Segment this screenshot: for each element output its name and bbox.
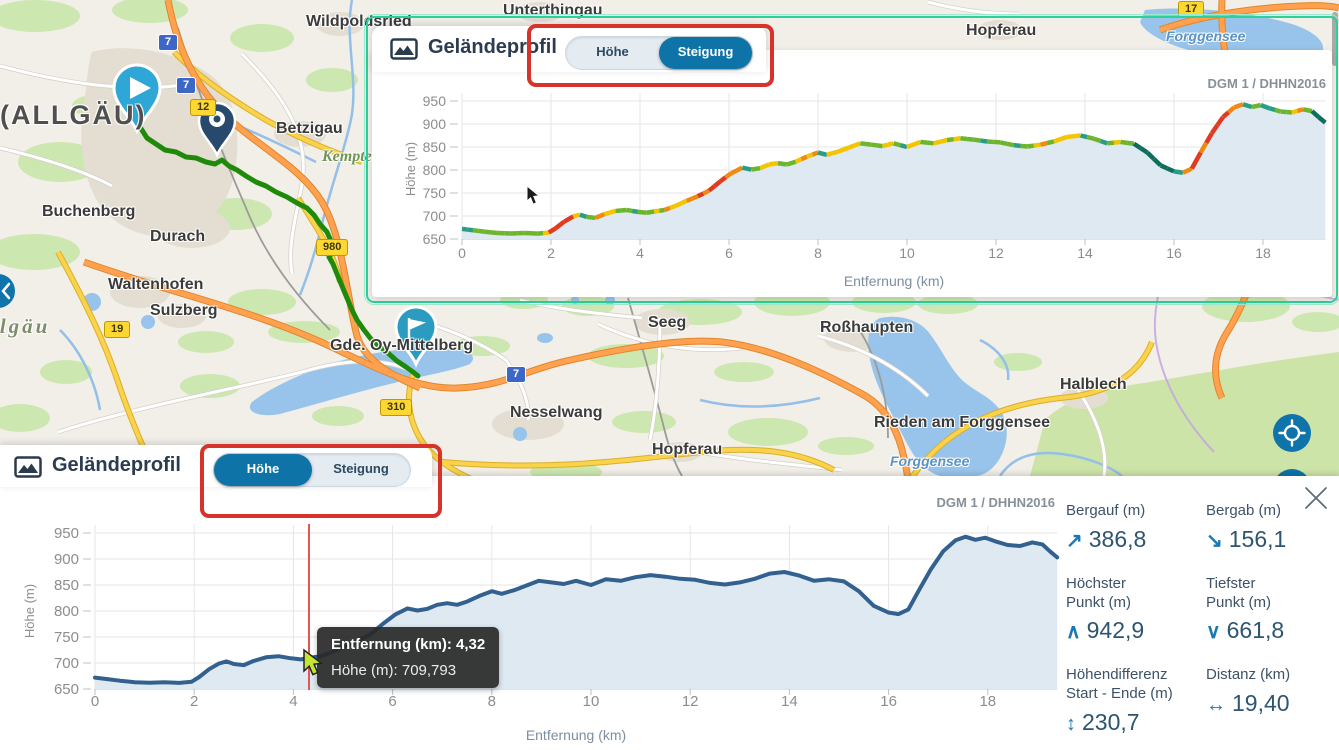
route-stats: Bergauf (m) ↗ 386,8 Bergab (m) ↘ 156,1 Höc…	[1066, 502, 1334, 736]
svg-text:16: 16	[880, 693, 897, 710]
svg-text:2: 2	[547, 245, 555, 261]
locate-button[interactable]	[1273, 414, 1311, 452]
chevron-down-icon: ∨	[1206, 621, 1221, 644]
close-panel-button[interactable]	[1302, 484, 1330, 512]
svg-text:DGM 1 / DHHN2016: DGM 1 / DHHN2016	[937, 495, 1055, 510]
chart-tooltip: Entfernung (km): 4,32 Höhe (m): 709,793	[317, 627, 500, 688]
locate-crosshair-icon	[1278, 419, 1306, 447]
tooltip-distance: Entfernung (km): 4,32	[331, 636, 486, 653]
svg-text:8: 8	[488, 693, 496, 710]
arrow-left-right-icon: ↔	[1206, 694, 1226, 716]
arrow-up-right-icon: ↗	[1066, 529, 1083, 552]
svg-text:Entfernung (km): Entfernung (km)	[844, 273, 944, 289]
profile-mode-toggle-bottom: Höhe Steigung	[213, 453, 411, 487]
start-marker[interactable]	[112, 63, 162, 135]
svg-text:900: 900	[54, 551, 79, 568]
stat-bergab: Bergab (m) ↘ 156,1	[1206, 502, 1287, 552]
finish-marker[interactable]	[394, 305, 438, 368]
stat-tiefster-punkt: Tiefster Punkt (m) ∨ 661,8	[1206, 574, 1285, 644]
svg-text:650: 650	[54, 681, 79, 698]
svg-text:Entfernung (km): Entfernung (km)	[526, 727, 626, 743]
stat-distanz: Distanz (km) ↔ 19,40	[1206, 666, 1291, 716]
svg-text:850: 850	[423, 139, 447, 155]
svg-text:650: 650	[423, 231, 447, 247]
svg-text:800: 800	[54, 603, 79, 620]
stat-bergauf: Bergauf (m) ↗ 386,8	[1066, 502, 1147, 552]
tooltip-height: Höhe (m): 709,793	[331, 662, 457, 679]
svg-text:18: 18	[1255, 245, 1271, 261]
toggle-hoehe-button[interactable]: Höhe	[596, 44, 629, 59]
chart-crosshair-line	[308, 524, 310, 690]
toggle-steigung-button[interactable]: Steigung	[659, 37, 752, 69]
svg-text:12: 12	[988, 245, 1004, 261]
route-line[interactable]	[137, 124, 421, 379]
play-icon	[130, 77, 151, 99]
svg-text:14: 14	[781, 693, 798, 710]
panel-title: Geländeprofil	[52, 454, 181, 476]
svg-text:16: 16	[1166, 245, 1182, 261]
elevation-chart-gradient[interactable]: 650 700 750 800 850 900 950 0 2 4 6 8 10 12 14 16 18 Entf…	[368, 50, 1332, 294]
terrain-image-icon	[14, 456, 42, 478]
chevron-left-icon	[1, 282, 11, 300]
svg-text:2: 2	[190, 693, 198, 710]
svg-text:18: 18	[979, 693, 996, 710]
terrain-image-icon	[390, 38, 418, 60]
svg-text:0: 0	[458, 245, 466, 261]
svg-text:700: 700	[423, 208, 447, 224]
chevron-up-icon: ∧	[1066, 621, 1081, 644]
svg-text:10: 10	[583, 693, 600, 710]
svg-text:14: 14	[1077, 245, 1093, 261]
svg-text:12: 12	[682, 693, 699, 710]
toggle-hoehe-button[interactable]: Höhe	[214, 454, 312, 486]
svg-text:6: 6	[388, 693, 396, 710]
svg-text:700: 700	[54, 655, 79, 672]
stat-hoechster-punkt: Höchster Punkt (m) ∧ 942,9	[1066, 574, 1145, 644]
svg-text:950: 950	[423, 93, 447, 109]
profile-mode-toggle-top: Höhe Steigung	[565, 36, 753, 70]
svg-text:750: 750	[423, 185, 447, 201]
waypoint-marker[interactable]	[197, 101, 237, 159]
svg-text:4: 4	[289, 693, 297, 710]
svg-text:800: 800	[423, 162, 447, 178]
arrow-down-right-icon: ↘	[1206, 529, 1223, 552]
close-icon	[1305, 487, 1327, 509]
svg-text:950: 950	[54, 525, 79, 542]
svg-text:0: 0	[91, 693, 99, 710]
panel-title: Geländeprofil	[428, 36, 557, 58]
flag-icon	[407, 318, 426, 341]
svg-text:8: 8	[814, 245, 822, 261]
svg-text:Höhe (m): Höhe (m)	[403, 142, 418, 196]
toggle-steigung-button[interactable]: Steigung	[333, 461, 389, 476]
svg-text:DGM 1 / DHHN2016: DGM 1 / DHHN2016	[1208, 76, 1326, 91]
svg-text:6: 6	[725, 245, 733, 261]
svg-text:10: 10	[899, 245, 915, 261]
arrow-up-down-icon: ↕	[1066, 712, 1076, 735]
svg-text:750: 750	[54, 629, 79, 646]
svg-text:Höhe (m): Höhe (m)	[22, 584, 37, 638]
svg-text:4: 4	[636, 245, 644, 261]
svg-text:850: 850	[54, 577, 79, 594]
collapse-sidebar-button[interactable]	[0, 274, 15, 308]
svg-text:900: 900	[423, 116, 447, 132]
stat-hoehendifferenz: Höhendifferenz Start - Ende (m) ↕ 230,7	[1066, 666, 1173, 735]
